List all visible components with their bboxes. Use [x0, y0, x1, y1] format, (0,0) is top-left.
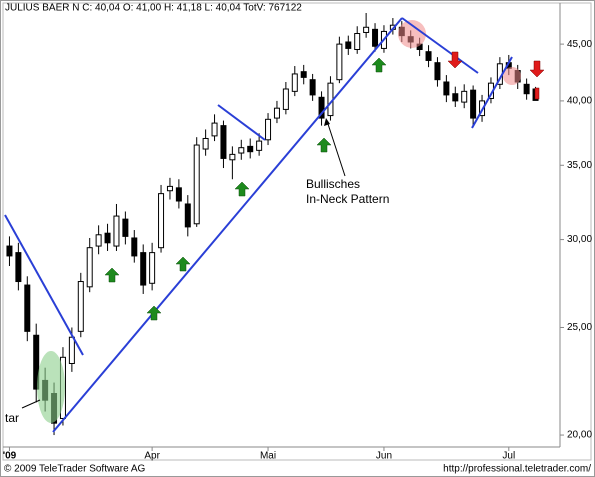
candle-body	[68, 336, 75, 365]
down-arrow	[529, 60, 545, 78]
x-tick-label: '09	[3, 451, 17, 462]
candle-body	[33, 334, 40, 390]
candle-body	[184, 203, 191, 228]
candle-body	[443, 81, 450, 96]
y-tick-label: 20,00	[567, 430, 592, 441]
candle-body	[158, 193, 165, 249]
candle-body	[166, 185, 173, 192]
candle-body	[470, 89, 477, 119]
candle-body	[86, 247, 93, 288]
candle-body	[149, 252, 156, 284]
annotation-pointer	[327, 123, 346, 177]
candle-body	[256, 140, 263, 151]
candle-body	[122, 218, 129, 237]
trend-line	[217, 104, 266, 141]
candle-body	[265, 118, 272, 141]
x-tick-label: Jun	[376, 451, 392, 462]
candle-body	[300, 71, 307, 78]
up-arrow	[316, 137, 332, 153]
candle-body	[291, 73, 298, 92]
candle-body	[77, 281, 84, 332]
candle-body	[425, 51, 432, 61]
candle-body	[354, 33, 361, 51]
candle-body	[247, 145, 254, 153]
up-arrow	[234, 181, 250, 197]
trend-lines	[4, 17, 513, 433]
highlight-ellipse	[37, 351, 65, 423]
candle-body	[104, 232, 111, 244]
buy-arrows	[104, 57, 387, 321]
x-tick-label: Jul	[502, 451, 515, 462]
candle-body	[372, 28, 379, 47]
candle-body	[15, 252, 22, 283]
annotation-pointer	[21, 399, 41, 409]
candle-body	[24, 284, 31, 332]
highlight-circle	[398, 20, 426, 48]
candle-body	[95, 234, 102, 247]
y-tick-label: 25,00	[567, 322, 592, 333]
up-arrow	[146, 305, 162, 321]
trend-line	[52, 17, 403, 433]
candle-body	[229, 153, 236, 161]
candle-body	[113, 215, 120, 247]
candle-body	[336, 43, 343, 81]
candle-body	[461, 90, 468, 103]
trend-line	[471, 56, 513, 129]
candle-body	[434, 62, 441, 81]
candle-body	[220, 125, 227, 159]
x-tick-label: Apr	[144, 451, 160, 462]
footer-url: http://professional.teletrader.com/	[443, 464, 591, 475]
candle-body	[202, 137, 209, 150]
candle-body	[282, 88, 289, 110]
chart-title: JULIUS BAER N C: 40,04 O: 41,00 H: 41,18…	[5, 3, 302, 14]
candle-body	[140, 252, 147, 286]
candle-body	[523, 83, 530, 95]
annotation-arrowhead	[324, 118, 330, 126]
candle-body	[193, 144, 200, 225]
candle-body	[363, 26, 370, 33]
annotation: In-Neck Pattern	[306, 192, 389, 206]
trend-line	[401, 17, 479, 74]
candle-body	[131, 237, 138, 257]
candle-body	[345, 41, 352, 49]
x-tick-label: Mai	[260, 451, 276, 462]
trend-line	[4, 214, 84, 356]
down-arrow	[447, 51, 463, 69]
y-tick-label: 45,00	[567, 39, 592, 50]
sell-arrows	[447, 51, 545, 100]
y-tick-label: 30,00	[567, 234, 592, 245]
candle-body	[6, 245, 13, 257]
annotation: Bullisches	[306, 177, 360, 191]
highlight-circle	[503, 67, 521, 85]
up-arrow	[371, 57, 387, 73]
candle-body	[238, 147, 245, 154]
candle-body	[452, 93, 459, 102]
candle-body	[175, 187, 182, 202]
candle-body	[211, 122, 218, 137]
y-tick-label: 40,00	[567, 96, 592, 107]
annotation: tar	[5, 411, 19, 425]
candle-body	[318, 96, 325, 119]
footer-copyright: © 2009 TeleTrader Software AG	[4, 464, 146, 475]
y-tick-label: 35,00	[567, 160, 592, 171]
up-arrow	[104, 267, 120, 283]
sell-marker	[534, 87, 540, 100]
candle-body	[309, 79, 316, 96]
candle-body	[273, 107, 280, 119]
up-arrow	[175, 256, 191, 272]
